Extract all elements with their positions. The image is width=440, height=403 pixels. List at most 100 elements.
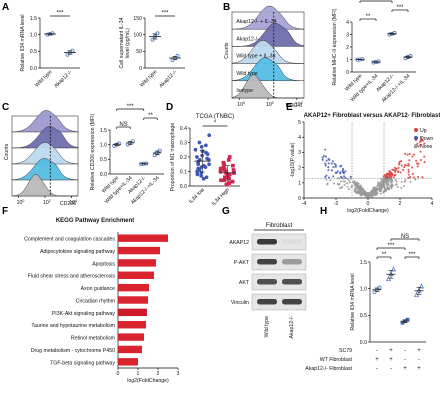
volcano-point	[361, 187, 364, 190]
bar-category-label: Retinol metabolism	[71, 336, 115, 342]
volcano-point	[332, 175, 335, 178]
volcano-point	[348, 179, 351, 182]
volcano-point	[394, 170, 397, 173]
bar	[118, 246, 160, 255]
panel-label-f: F	[2, 206, 8, 217]
significance-label: **	[366, 14, 371, 20]
bar	[118, 321, 146, 329]
volcano-point	[385, 179, 388, 182]
category-label: Akap12-/-	[53, 69, 73, 89]
volcano-point	[347, 188, 350, 191]
data-point	[195, 172, 200, 177]
data-point	[157, 148, 162, 153]
blot-band	[257, 259, 277, 265]
chart-title: AKAP12+ Fibroblast versus AKAP12- Fibrob…	[304, 113, 440, 119]
significance-label: ***	[127, 104, 135, 110]
condition-sign: +	[417, 366, 421, 372]
panel-label-h: H	[320, 206, 327, 217]
volcano-point	[400, 164, 403, 167]
y-tick-label: 3	[298, 150, 301, 156]
volcano-point	[411, 172, 414, 176]
histogram-track	[231, 74, 304, 99]
y-tick-label: 1	[346, 57, 349, 63]
data-point	[231, 163, 235, 168]
volcano-point	[386, 185, 389, 188]
volcano-point	[387, 187, 390, 190]
volcano-point	[353, 180, 356, 183]
volcano-point	[395, 167, 398, 170]
volcano-point	[356, 182, 359, 185]
volcano-point	[348, 181, 351, 184]
y-tick-label: 100	[133, 32, 142, 38]
x-axis-title: MHC-II	[286, 103, 302, 109]
volcano-point	[400, 186, 403, 189]
volcano-point	[330, 169, 333, 172]
volcano-point	[324, 155, 327, 158]
data-point	[193, 147, 198, 152]
x-tick-label: 2	[157, 371, 160, 377]
data-point	[201, 176, 206, 181]
volcano-point	[365, 196, 368, 199]
y-tick-label: 1.5	[100, 128, 107, 134]
bar-category-label: Axon guidance	[81, 286, 115, 292]
volcano-point	[407, 162, 410, 165]
condition-sign: -	[376, 366, 378, 372]
volcano-point	[419, 158, 422, 162]
x-tick-label: 104	[295, 101, 303, 108]
y-tick-label: 1.0	[100, 142, 107, 148]
volcano-point	[421, 176, 424, 179]
track-label: Wild type + IL-34	[236, 54, 275, 60]
data-point	[205, 156, 210, 161]
volcano-point	[327, 168, 330, 172]
data-point	[207, 162, 211, 167]
x-tick-label: 0	[367, 201, 370, 207]
bar	[118, 358, 138, 366]
volcano-point	[372, 187, 375, 190]
volcano-point	[407, 176, 410, 179]
data-point	[377, 285, 382, 290]
x-tick-label: 102	[43, 199, 51, 206]
significance-label: ***	[161, 11, 169, 17]
volcano-point	[402, 184, 406, 188]
panel-label-c: C	[2, 102, 9, 113]
panel-label-g: G	[222, 206, 230, 217]
volcano-point	[409, 176, 412, 179]
blot-strip	[251, 293, 307, 311]
blot-row-label: AKT	[239, 280, 250, 286]
y-tick-label: 5	[298, 120, 301, 126]
legend-marker	[414, 144, 418, 148]
volcano-point	[397, 170, 400, 173]
condition-sign: +	[389, 357, 393, 363]
volcano-point	[419, 143, 422, 146]
bar	[118, 234, 168, 242]
panel-f-bars: KEGG Pathway Enrichment Complement and co…	[24, 218, 179, 384]
volcano-point	[416, 175, 420, 179]
volcano-point	[370, 195, 373, 198]
panel-g-blot: Fibroblast AKAP12 P-AKT AKT Vinculin Wild typ…	[229, 223, 307, 339]
panel-b1-histogram: Akap12-/- + IL-34 Akap12-/- Wild type + IL…	[224, 5, 305, 109]
significance-label: ***	[372, 0, 380, 2]
bar-category-label: PI3K-Akt signaling pathway	[52, 311, 116, 317]
volcano-point	[400, 180, 403, 183]
condition-sign: -	[404, 348, 406, 354]
bar	[118, 259, 156, 267]
y-axis-title: Relative Il34 mRNA level	[20, 14, 26, 71]
x-tick-label: 102	[266, 101, 274, 108]
data-point	[207, 133, 212, 138]
data-point	[230, 179, 235, 184]
volcano-point	[390, 184, 394, 187]
data-point	[175, 54, 180, 58]
y-tick-label: 1	[298, 181, 301, 187]
y-tick-label: 0.2	[180, 155, 187, 161]
volcano-point	[397, 166, 400, 169]
x-tick-label: 0	[117, 371, 120, 377]
bar	[118, 333, 144, 341]
volcano-point	[332, 166, 335, 169]
volcano-point	[330, 162, 333, 165]
x-tick-label: 104	[69, 199, 77, 206]
volcano-point	[383, 177, 386, 180]
data-point	[199, 145, 204, 149]
volcano-point	[390, 181, 393, 184]
